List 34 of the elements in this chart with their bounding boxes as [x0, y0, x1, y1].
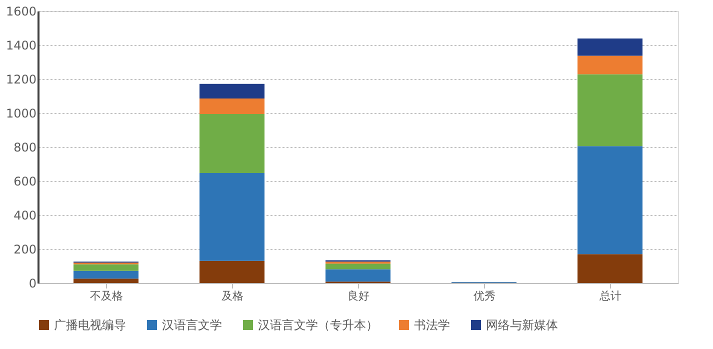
x-tick-label: 优秀 [474, 290, 496, 302]
legend-label: 网络与新媒体 [486, 318, 558, 332]
bar [200, 260, 264, 283]
bar [200, 98, 264, 114]
x-tick-label: 良好 [348, 290, 370, 302]
y-tick-label: 400 [14, 208, 36, 222]
bar [74, 270, 138, 279]
legend-label: 广播电视编导 [54, 318, 126, 332]
x-tick-label: 及格 [222, 290, 244, 302]
y-tick-label: 0 [28, 276, 36, 290]
bar [74, 264, 138, 271]
y-tick-label: 800 [14, 140, 36, 154]
bar [578, 56, 642, 74]
legend-label: 汉语言文学 [162, 318, 222, 332]
x-tick-label: 总计 [598, 290, 622, 302]
y-tick-label: 1000 [6, 106, 36, 120]
bar [200, 84, 264, 99]
y-tick-label: 1600 [6, 4, 36, 18]
bar [578, 146, 642, 254]
legend-label: 书法学 [414, 318, 450, 332]
legend-label: 汉语言文学（专升本） [258, 318, 378, 332]
x-tick-label: 不及格 [90, 290, 123, 302]
y-tick-label: 600 [14, 174, 36, 188]
bar [326, 269, 390, 282]
bar [200, 114, 264, 174]
y-tick-label: 1400 [6, 38, 36, 52]
y-tick-label: 200 [14, 242, 36, 256]
bar [326, 264, 390, 270]
bar [74, 278, 138, 283]
bar [578, 38, 642, 56]
bar [578, 74, 642, 146]
y-tick-label: 1200 [6, 72, 36, 86]
bar [578, 254, 642, 283]
bar [200, 173, 264, 261]
